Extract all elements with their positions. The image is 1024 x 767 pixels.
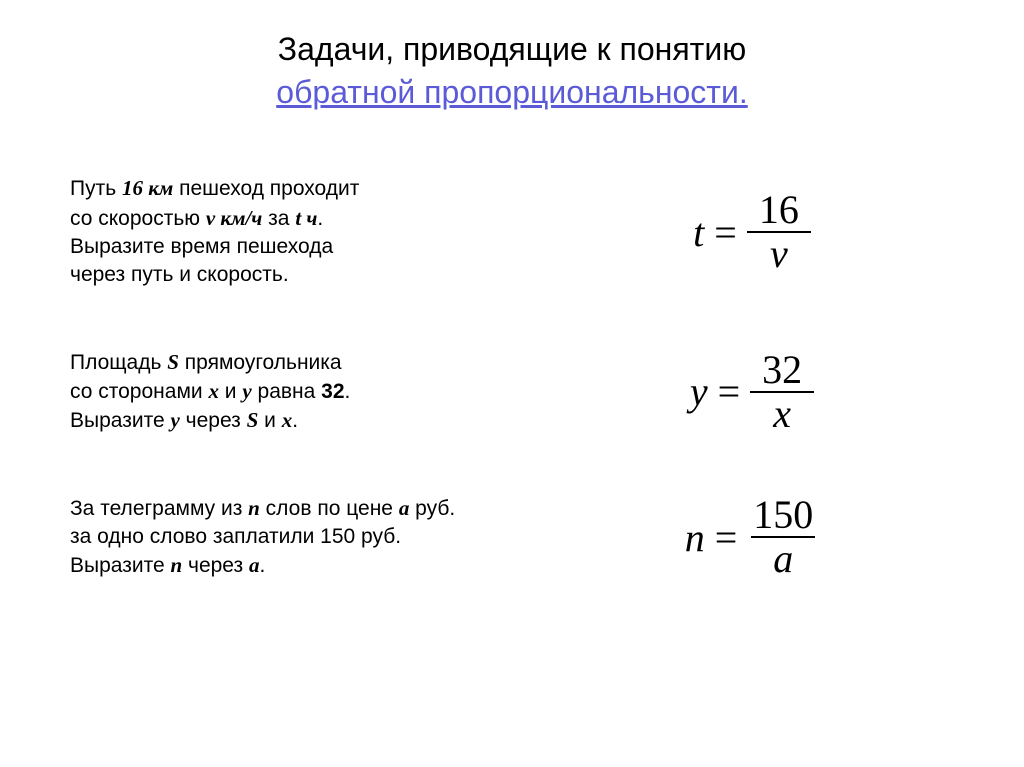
formula-lhs: n [685,514,705,561]
formula-3: n = 150 a [540,494,964,580]
denominator: a [751,536,815,580]
fraction: 150 a [747,494,819,580]
numerator: 150 [747,494,819,536]
denominator: x [750,391,814,435]
problem-text-3: За телеграмму из n слов по цене a руб.за… [60,494,540,581]
equals-sign: = [710,209,741,256]
problem-text-2: Площадь S прямоугольникасо сторонами x и… [60,348,540,436]
numerator: 32 [756,349,808,391]
title-line1: Задачи, приводящие к понятию [60,28,964,71]
formula-2: y = 32 x [540,349,964,435]
numerator: 16 [753,189,805,231]
fraction: 32 x [750,349,814,435]
equals-sign: = [714,368,745,415]
formula-lhs: t [693,209,704,256]
problem-row-1: Путь 16 км пешеход проходитсо скоростью … [60,174,964,289]
formula-1: t = 16 v [540,189,964,275]
fraction: 16 v [747,189,811,275]
problem-row-2: Площадь S прямоугольникасо сторонами x и… [60,348,964,436]
slide-title: Задачи, приводящие к понятию обратной пр… [60,28,964,114]
slide: Задачи, приводящие к понятию обратной пр… [0,0,1024,767]
problem-text-1: Путь 16 км пешеход проходитсо скоростью … [60,174,540,289]
formula-lhs: y [690,368,708,415]
equals-sign: = [711,514,742,561]
denominator: v [747,231,811,275]
problem-row-3: За телеграмму из n слов по цене a руб.за… [60,494,964,581]
title-line2: обратной пропорциональности. [60,71,964,114]
